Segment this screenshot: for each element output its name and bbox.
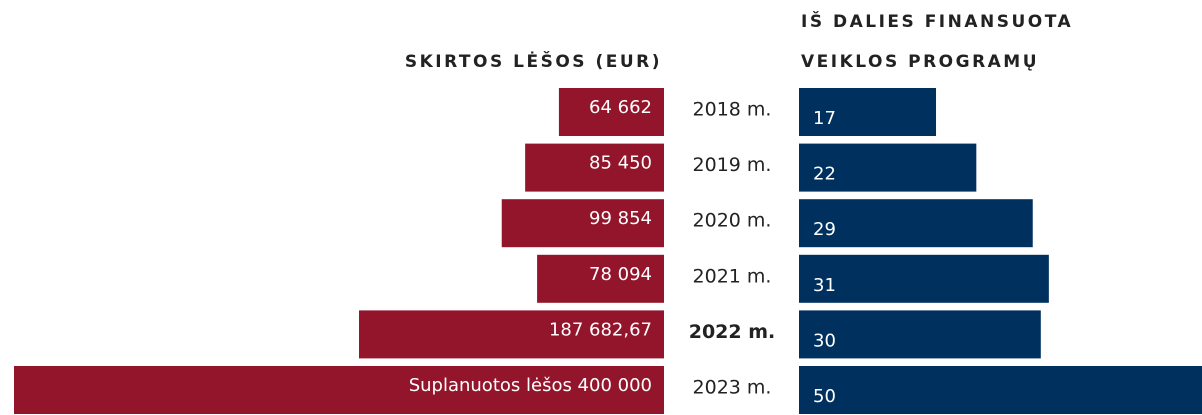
value-label: 85 450 [589,153,652,174]
value-label: 29 [813,219,836,240]
series-title: VEIKLOS PROGRAMŲ [801,52,1039,72]
value-label: Suplanuotos lėšos 400 000 [409,375,652,396]
bar [799,88,937,136]
value-label: 50 [813,386,836,407]
bar [799,254,1049,303]
value-label: 78 094 [589,264,652,285]
bar [501,199,664,248]
value-label: 30 [813,330,836,351]
bar [14,366,664,414]
bar [537,254,664,303]
series-title: SKIRTOS LĖŠOS (EUR) [405,50,662,72]
series-title: IŠ DALIES FINANSUOTA [801,10,1073,32]
value-label: 99 854 [589,208,652,229]
category-label: 2021 m. [693,265,772,287]
value-label: 64 662 [589,97,652,118]
bar [359,310,664,359]
bar [525,143,664,192]
category-label: 2018 m. [693,99,772,121]
bar [558,88,664,136]
category-label: 2020 m. [693,210,772,232]
bar [799,143,977,192]
category-label: 2022 m. [689,321,776,343]
bar [799,310,1041,359]
value-label: 17 [813,108,836,129]
category-label: 2023 m. [693,377,772,399]
value-label: 187 682,67 [549,319,652,340]
value-label: 31 [813,275,836,296]
bar [799,199,1033,248]
bar [799,366,1202,414]
value-label: 22 [813,164,836,185]
category-label: 2019 m. [693,154,772,176]
